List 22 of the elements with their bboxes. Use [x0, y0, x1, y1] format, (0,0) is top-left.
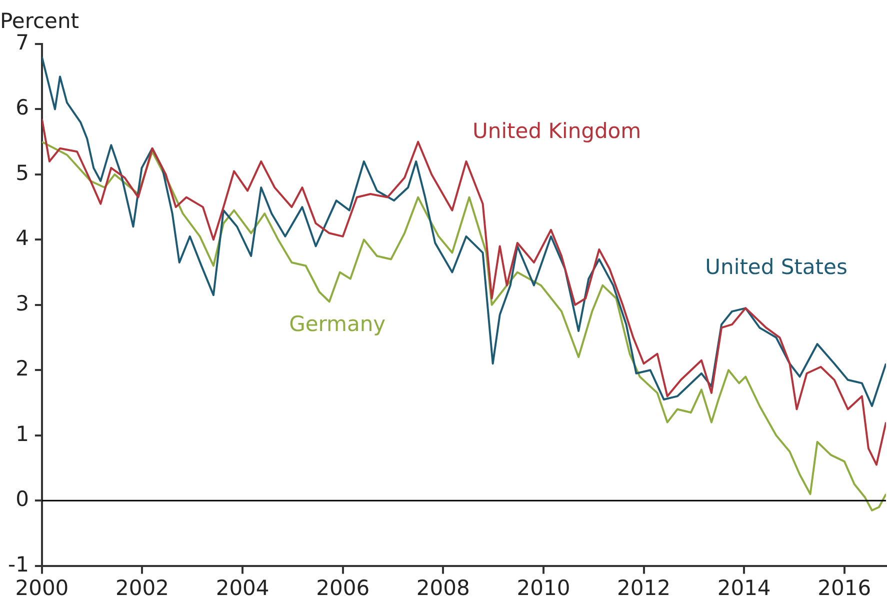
y-tick-label: -1: [8, 552, 29, 576]
y-tick-label: 6: [16, 96, 29, 120]
y-axis-title: Percent: [0, 8, 80, 33]
series-label: Germany: [289, 312, 386, 336]
y-tick-label: 5: [16, 160, 29, 185]
x-tick-label: 2014: [717, 576, 771, 600]
y-tick-label: 0: [16, 487, 29, 512]
x-tick-label: 2004: [216, 576, 270, 600]
y-tick-label: 7: [16, 30, 29, 54]
y-tick-label: 3: [16, 291, 29, 316]
x-tick-label: 2000: [15, 576, 69, 600]
x-tick-label: 2010: [516, 576, 570, 600]
x-tick-label: 2002: [116, 576, 169, 600]
y-tick-label: 1: [16, 422, 29, 446]
text: United States: [705, 254, 848, 279]
x-tick-label: 2016: [818, 576, 872, 600]
x-tick-label: 2006: [316, 576, 370, 600]
x-tick-label: 2008: [416, 576, 470, 600]
x-tick-label: 2012: [617, 576, 670, 600]
y-tick-label: 2: [16, 356, 29, 381]
series-label: United Kingdom: [472, 119, 642, 144]
y-tick-label: 4: [16, 226, 29, 250]
